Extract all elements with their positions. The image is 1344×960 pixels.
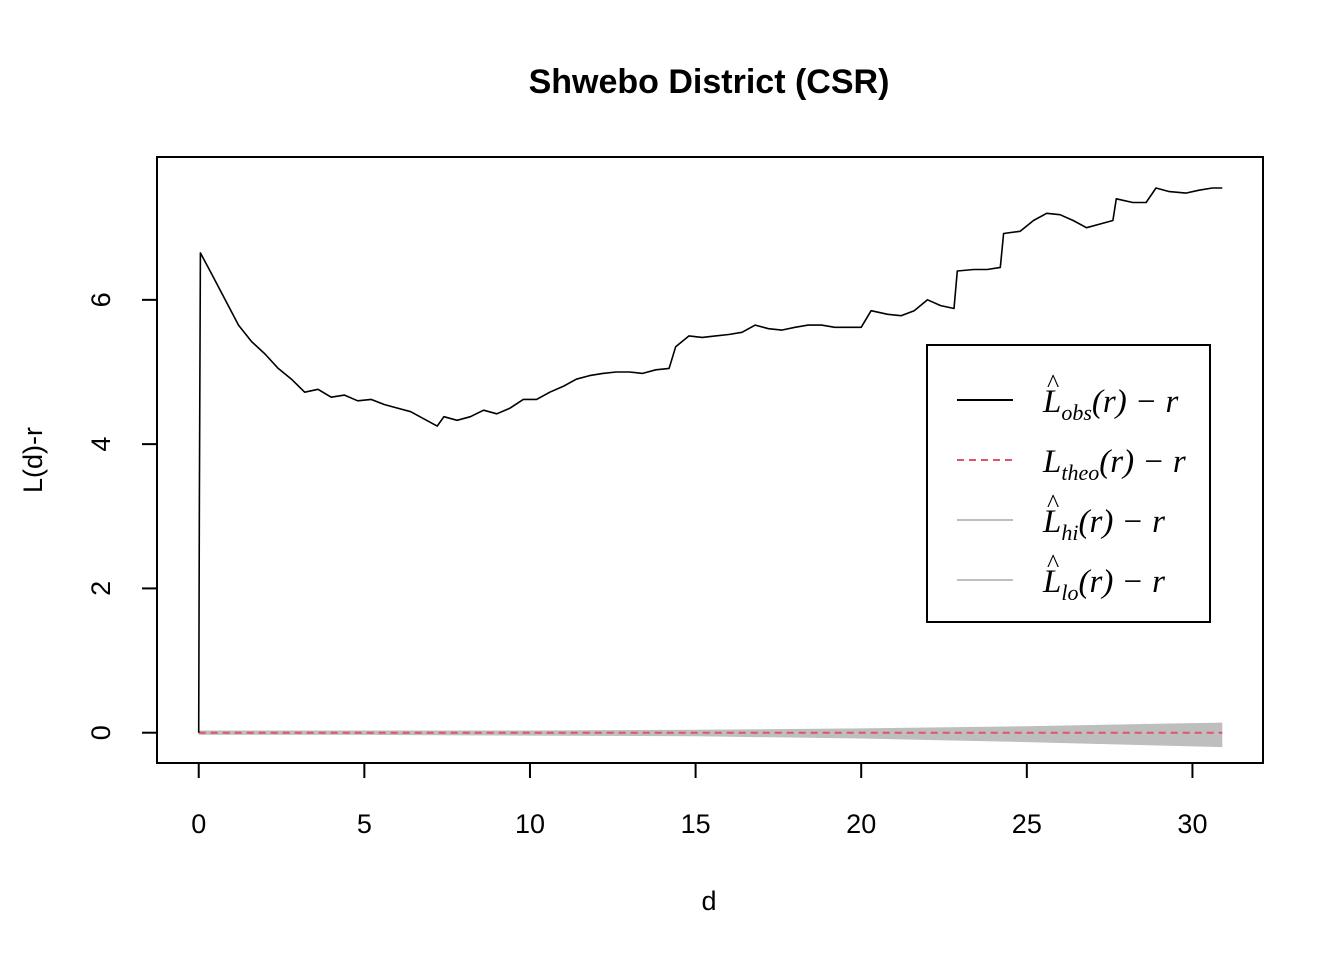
x-axis-label: d — [701, 886, 716, 916]
legend-hat-hi: ^ — [1047, 489, 1059, 518]
legend-label-theo: Ltheo(r) − r — [1042, 444, 1186, 485]
y-axis: 0 2 4 6 — [86, 292, 158, 740]
legend-entry-lo: Llo(r) − r^ — [957, 549, 1165, 605]
plot-area — [197, 187, 1223, 748]
y-axis-label: L(d)-r — [18, 427, 48, 493]
series-line-obs — [197, 187, 1223, 733]
legend-label-hi: Lhi(r) − r — [1042, 504, 1165, 545]
legend-label-lo: Llo(r) − r — [1042, 564, 1165, 605]
x-tick-label: 5 — [357, 809, 372, 839]
legend-hat-obs: ^ — [1047, 369, 1059, 398]
legend-hat-lo: ^ — [1047, 549, 1059, 578]
x-tick-label: 25 — [1012, 809, 1042, 839]
x-tick-label: 20 — [846, 809, 876, 839]
x-tick-label: 30 — [1177, 809, 1207, 839]
legend-entry-theo: Ltheo(r) − r — [957, 444, 1186, 485]
legend-box — [926, 344, 1211, 623]
envelope-band — [198, 722, 1223, 748]
legend-entry-obs: Lobs(r) − r^ — [957, 369, 1179, 425]
x-axis: 0 5 10 15 20 25 30 — [191, 762, 1207, 839]
x-tick-label: 10 — [515, 809, 545, 839]
y-tick-label: 6 — [86, 292, 116, 307]
x-tick-label: 15 — [681, 809, 711, 839]
y-tick-label: 4 — [86, 437, 116, 452]
x-tick-label: 0 — [191, 809, 206, 839]
chart-title: Shwebo District (CSR) — [529, 63, 890, 101]
legend-label-obs: Lobs(r) − r — [1042, 384, 1179, 425]
legend-entry-hi: Lhi(r) − r^ — [957, 489, 1165, 545]
y-tick-label: 2 — [86, 581, 116, 596]
y-tick-label: 0 — [86, 725, 116, 740]
